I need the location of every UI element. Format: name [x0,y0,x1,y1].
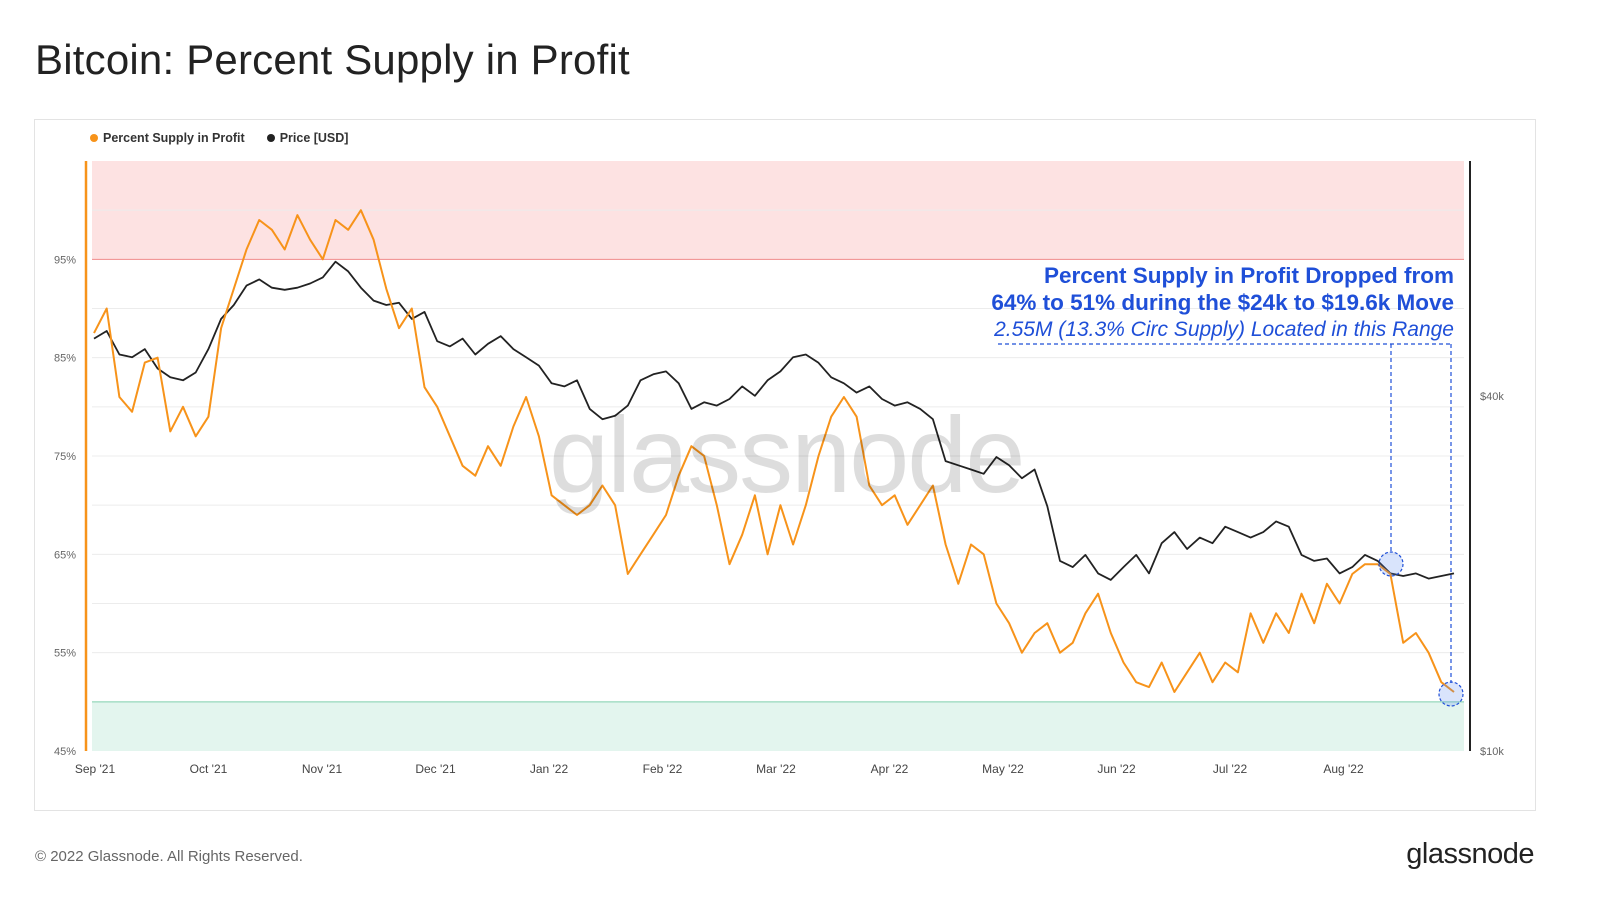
legend-dot-supply [90,134,98,142]
annotation-line-3: 2.55M (13.3% Circ Supply) Located in thi… [994,318,1454,341]
y-tick-label-left: 65% [54,549,76,561]
band-1 [92,701,1464,751]
chart-legend: Percent Supply in Profit Price [USD] [90,131,348,145]
x-tick-label: Apr '22 [871,762,909,776]
glassnode-logo: glassnode [1406,838,1534,870]
x-tick-label: Sep '21 [75,762,116,776]
highlight-circle-51pct [1438,681,1464,707]
legend-item-price[interactable]: Price [USD] [266,131,349,145]
highlight-circle-64pct [1378,551,1404,577]
y-tick-label-left: 95% [54,254,76,266]
series-line-price [93,260,1455,581]
x-tick-label: Nov '21 [302,762,343,776]
x-tick-label: Oct '21 [190,762,228,776]
chart-annotation: Percent Supply in Profit Dropped from 64… [991,262,1454,344]
x-tick-label: Feb '22 [643,762,683,776]
x-tick-label: Mar '22 [756,762,796,776]
annotation-line-2: 64% to 51% during the $24k to $19.6k Mov… [991,290,1454,315]
legend-item-supply-in-profit[interactable]: Percent Supply in Profit [90,131,245,145]
x-tick-label: Jun '22 [1097,762,1136,776]
legend-dot-price [266,134,275,142]
annotation-line-1: Percent Supply in Profit Dropped from [1043,263,1454,288]
y-tick-label-left: 85% [54,353,76,365]
legend-label-supply: Percent Supply in Profit [103,131,245,145]
x-tick-label: May '22 [982,762,1024,776]
x-tick-label: Aug '22 [1323,762,1364,776]
y-tick-label-right: $10k [1480,746,1504,758]
y-tick-label-right: $40k [1480,391,1504,403]
series-line-supply-in-profit [93,209,1455,693]
y-tick-label-left: 75% [54,451,76,463]
footer-copyright: © 2022 Glassnode. All Rights Reserved. [35,848,303,865]
watermark: glassnode [549,394,1025,515]
page-title: Bitcoin: Percent Supply in Profit [35,36,630,83]
y-tick-label-left: 55% [54,648,76,660]
x-tick-label: Jul '22 [1213,762,1248,776]
legend-label-price: Price [USD] [279,131,349,145]
y-tick-label-left: 45% [54,746,76,758]
x-tick-label: Jan '22 [530,762,569,776]
x-tick-label: Dec '21 [415,762,456,776]
